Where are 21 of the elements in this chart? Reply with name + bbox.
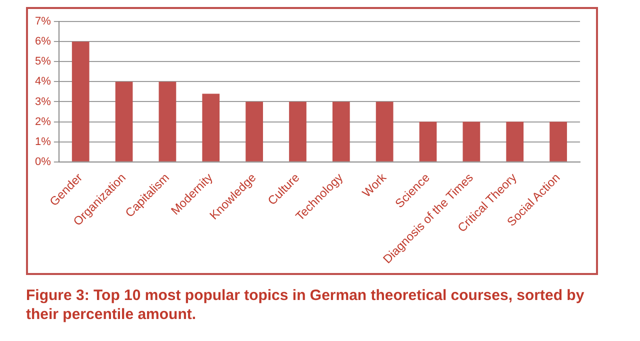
bar — [158, 82, 176, 162]
y-tick-label: 4% — [34, 76, 52, 88]
y-tick-label: 1% — [34, 136, 52, 148]
caption: Figure 3: Top 10 most popular topics in German theoretical courses, sorted by their percentile amount. — [26, 286, 586, 324]
bar — [550, 122, 567, 162]
bar — [72, 42, 90, 162]
bar — [419, 122, 437, 162]
bar — [115, 82, 133, 162]
y-tick-label: 0% — [34, 156, 52, 168]
bar — [376, 102, 394, 162]
bar — [246, 102, 263, 162]
y-tick-label: 5% — [34, 56, 52, 68]
y-tick-label: 3% — [34, 96, 52, 108]
bar — [332, 102, 350, 162]
y-tick-label: 7% — [34, 16, 52, 28]
bar — [462, 122, 480, 162]
y-tick-label: 6% — [34, 36, 52, 48]
bar — [506, 122, 524, 162]
bar — [289, 102, 306, 162]
bar — [202, 94, 220, 162]
y-tick-label: 2% — [34, 116, 52, 128]
